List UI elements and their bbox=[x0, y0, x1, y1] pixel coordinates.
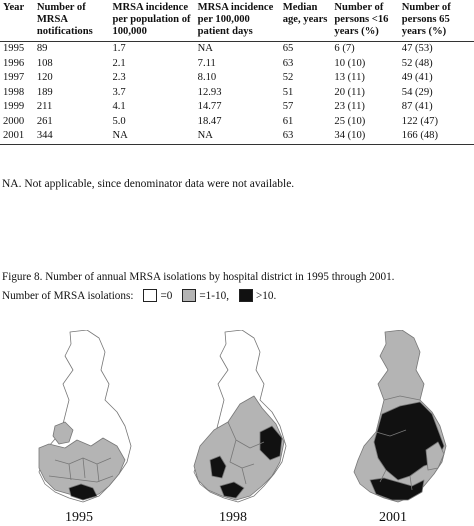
map-1995 bbox=[38, 330, 132, 503]
cell-median-age: 57 bbox=[282, 101, 294, 113]
table-row: 2001 344 NA NA 63 34 (10) 166 (48) bbox=[0, 129, 474, 144]
cell-incidence-population: 2.3 bbox=[112, 72, 126, 84]
header-persons-65: Number of persons 65 years (%) bbox=[401, 2, 451, 37]
cell-year: 1995 bbox=[3, 43, 25, 55]
map-legend: Number of MRSA isolations: =0 =1-10, >10… bbox=[2, 289, 276, 302]
map-1995-black bbox=[68, 483, 98, 501]
cell-incidence-patient-days: 14.77 bbox=[197, 101, 222, 113]
header-median-age: Median age, years bbox=[282, 2, 328, 25]
header-notifications: Number of MRSA notifications bbox=[36, 2, 93, 37]
cell-median-age: 61 bbox=[282, 115, 294, 127]
cell-year: 1996 bbox=[3, 57, 25, 69]
map-1998-black-east bbox=[259, 425, 283, 461]
map-1995-borders bbox=[48, 457, 114, 483]
header-incidence-patient-days: MRSA incidence per 100,000 patient days bbox=[197, 2, 274, 37]
cell-notifications: 120 bbox=[36, 72, 53, 84]
legend-text-low: =1-10, bbox=[199, 289, 229, 302]
cell-persons-under-16: 20 (11) bbox=[334, 86, 365, 98]
mrsa-data-table: Year Number of MRSA notifications MRSA i… bbox=[0, 0, 474, 145]
cell-year: 1997 bbox=[3, 72, 25, 84]
map-2001-black-south bbox=[369, 477, 425, 501]
cell-incidence-patient-days: 8.10 bbox=[197, 72, 217, 84]
map-1998-black-south bbox=[219, 481, 245, 499]
legend-swatch-low bbox=[182, 289, 197, 302]
table-row: 1998 189 3.7 12.93 51 20 (11) 54 (29) bbox=[0, 86, 474, 101]
cell-median-age: 51 bbox=[282, 86, 294, 98]
map-label-1995: 1995 bbox=[65, 510, 93, 525]
cell-year: 1999 bbox=[3, 101, 25, 113]
cell-incidence-population: 2.1 bbox=[112, 57, 126, 69]
cell-incidence-patient-days: 12.93 bbox=[197, 86, 222, 98]
map-label-2001: 2001 bbox=[379, 510, 407, 525]
map-1995-south-grey bbox=[38, 437, 126, 499]
table-body: 1995 89 1.7 NA 65 6 (7) 47 (53) 1996 108 2.1 7.11 6… bbox=[0, 42, 474, 144]
cell-incidence-population: 1.7 bbox=[112, 43, 126, 55]
cell-persons-under-16: 25 (10) bbox=[334, 115, 366, 127]
table-header-row: Year Number of MRSA notifications MRSA i… bbox=[0, 0, 474, 42]
map-2001-grey-east bbox=[425, 441, 445, 471]
cell-incidence-population: 5.0 bbox=[112, 115, 126, 127]
cell-persons-65: 49 (41) bbox=[401, 72, 433, 84]
legend-text-high: >10. bbox=[256, 289, 277, 302]
cell-notifications: 261 bbox=[36, 115, 53, 127]
cell-persons-65: 87 (41) bbox=[401, 101, 433, 113]
legend-swatch-zero bbox=[143, 289, 158, 302]
cell-year: 1998 bbox=[3, 86, 25, 98]
header-year: Year bbox=[3, 2, 25, 13]
table-row: 1996 108 2.1 7.11 63 10 (10) 52 (48) bbox=[0, 57, 474, 72]
cell-persons-under-16: 34 (10) bbox=[334, 130, 366, 142]
map-1998-black-west bbox=[209, 455, 227, 479]
legend-swatch-high bbox=[239, 289, 253, 302]
cell-notifications: 89 bbox=[36, 43, 48, 55]
header-incidence-population: MRSA incidence per population of 100,000 bbox=[112, 2, 191, 37]
legend-item-zero: =0 bbox=[143, 289, 172, 302]
cell-persons-under-16: 6 (7) bbox=[334, 43, 355, 55]
cell-persons-65: 52 (48) bbox=[401, 57, 433, 69]
cell-notifications: 211 bbox=[36, 101, 53, 113]
figure-caption: Figure 8. Number of annual MRSA isolatio… bbox=[2, 271, 395, 283]
cell-incidence-patient-days: NA bbox=[197, 43, 213, 55]
map-label-1998: 1998 bbox=[219, 510, 247, 525]
cell-incidence-patient-days: NA bbox=[197, 130, 213, 142]
cell-median-age: 63 bbox=[282, 57, 294, 69]
cell-median-age: 63 bbox=[282, 130, 294, 142]
map-1998 bbox=[193, 330, 287, 503]
cell-notifications: 108 bbox=[36, 57, 53, 69]
cell-persons-65: 47 (53) bbox=[401, 43, 433, 55]
cell-incidence-patient-days: 18.47 bbox=[197, 115, 222, 127]
map-1998-borders bbox=[227, 421, 265, 485]
legend-label: Number of MRSA isolations: bbox=[2, 289, 134, 302]
cell-persons-65: 54 (29) bbox=[401, 86, 433, 98]
map-2001 bbox=[353, 330, 447, 503]
finland-maps bbox=[38, 330, 447, 503]
cell-median-age: 52 bbox=[282, 72, 294, 84]
header-persons-under-16: Number of persons <16 years (%) bbox=[334, 2, 389, 37]
cell-notifications: 344 bbox=[36, 130, 53, 142]
legend-text-zero: =0 bbox=[160, 289, 173, 302]
table-row: 1997 120 2.3 8.10 52 13 (11) 49 (41) bbox=[0, 71, 474, 86]
cell-incidence-population: NA bbox=[112, 130, 128, 142]
cell-year: 2000 bbox=[3, 115, 25, 127]
cell-persons-under-16: 23 (11) bbox=[334, 101, 365, 113]
table-footnote: NA. Not applicable, since denominator da… bbox=[2, 178, 295, 190]
table-row: 1995 89 1.7 NA 65 6 (7) 47 (53) bbox=[0, 42, 474, 57]
cell-incidence-patient-days: 7.11 bbox=[197, 57, 216, 69]
map-1995-west-grey bbox=[52, 421, 74, 445]
cell-incidence-population: 3.7 bbox=[112, 86, 126, 98]
cell-incidence-population: 4.1 bbox=[112, 101, 126, 113]
table-row: 2000 261 5.0 18.47 61 25 (10) 122 (47) bbox=[0, 115, 474, 130]
cell-median-age: 65 bbox=[282, 43, 294, 55]
cell-persons-under-16: 13 (11) bbox=[334, 72, 365, 84]
cell-persons-under-16: 10 (10) bbox=[334, 57, 366, 69]
table-row: 1999 211 4.1 14.77 57 23 (11) 87 (41) bbox=[0, 100, 474, 115]
mrsa-table-region: Year Number of MRSA notifications MRSA i… bbox=[0, 0, 474, 145]
map-2001-borders bbox=[375, 395, 421, 491]
legend-item-high: >10. bbox=[239, 289, 276, 302]
legend-item-low: =1-10, bbox=[182, 289, 229, 302]
cell-notifications: 189 bbox=[36, 86, 53, 98]
cell-persons-65: 166 (48) bbox=[401, 130, 438, 142]
cell-persons-65: 122 (47) bbox=[401, 115, 438, 127]
cell-year: 2001 bbox=[3, 130, 25, 142]
